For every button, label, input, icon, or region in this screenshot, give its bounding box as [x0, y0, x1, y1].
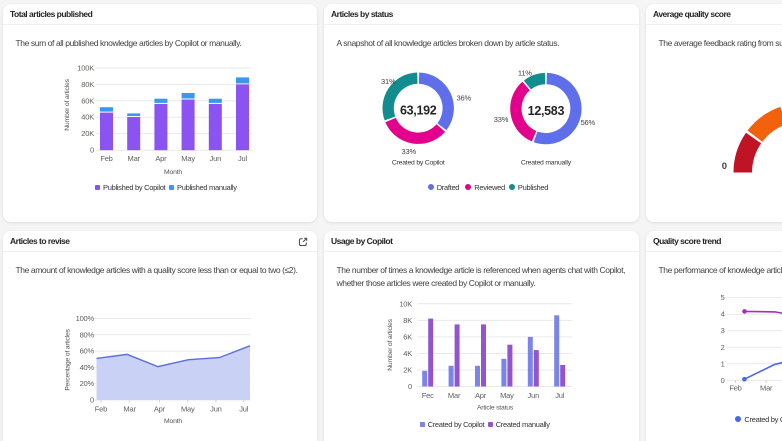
svg-text:Feb: Feb — [729, 384, 741, 393]
svg-text:33%: 33% — [494, 115, 509, 124]
svg-text:80K: 80K — [81, 80, 94, 89]
svg-text:20%: 20% — [80, 379, 95, 388]
svg-text:May: May — [500, 391, 514, 400]
svg-text:Number of articles: Number of articles — [64, 78, 71, 130]
svg-text:May: May — [181, 405, 195, 414]
svg-text:Month: Month — [164, 169, 182, 176]
svg-text:Article status: Article status — [477, 405, 514, 412]
svg-text:8K: 8K — [403, 316, 412, 325]
svg-text:4K: 4K — [403, 349, 412, 358]
svg-text:36%: 36% — [457, 94, 472, 103]
svg-text:33%: 33% — [402, 147, 417, 156]
svg-text:May: May — [181, 154, 195, 163]
svg-text:12,583: 12,583 — [528, 104, 565, 118]
svg-text:Apr: Apr — [155, 154, 167, 163]
svg-text:20K: 20K — [81, 129, 94, 138]
svg-text:100K: 100K — [77, 64, 94, 73]
svg-text:Jun: Jun — [210, 405, 222, 414]
svg-text:40%: 40% — [80, 363, 95, 372]
svg-text:Created by Copilot: Created by Copilot — [392, 160, 445, 167]
svg-text:2K: 2K — [403, 366, 412, 375]
svg-text:1: 1 — [721, 359, 725, 368]
svg-text:80%: 80% — [80, 330, 95, 339]
svg-text:6K: 6K — [403, 332, 412, 341]
svg-text:2: 2 — [721, 343, 725, 352]
svg-text:Mar: Mar — [123, 405, 136, 414]
svg-text:Mar: Mar — [448, 391, 461, 400]
svg-text:63,192: 63,192 — [400, 104, 437, 118]
svg-text:0: 0 — [90, 146, 94, 155]
svg-text:Percentage of articles: Percentage of articles — [65, 329, 72, 391]
svg-text:Jul: Jul — [239, 405, 249, 414]
svg-text:40K: 40K — [81, 113, 94, 122]
svg-text:Jul: Jul — [555, 391, 565, 400]
svg-text:60K: 60K — [81, 96, 94, 105]
svg-text:Apr: Apr — [475, 391, 487, 400]
svg-text:11%: 11% — [518, 68, 532, 77]
svg-text:Jul: Jul — [238, 154, 248, 163]
svg-text:Month: Month — [164, 418, 182, 425]
svg-text:Jun: Jun — [210, 154, 222, 163]
svg-text:Mar: Mar — [128, 154, 141, 163]
svg-text:100%: 100% — [76, 314, 95, 323]
svg-text:0: 0 — [408, 382, 412, 391]
svg-text:0: 0 — [90, 396, 94, 405]
svg-text:Mar: Mar — [760, 384, 773, 393]
svg-text:5: 5 — [721, 293, 725, 302]
svg-text:31%: 31% — [381, 77, 396, 86]
svg-text:4: 4 — [721, 310, 725, 319]
svg-text:Feb: Feb — [100, 154, 112, 163]
svg-text:Fec: Fec — [422, 391, 434, 400]
svg-text:60%: 60% — [80, 347, 95, 356]
svg-text:0: 0 — [721, 376, 725, 385]
svg-text:3: 3 — [721, 326, 725, 335]
svg-text:10K: 10K — [399, 299, 412, 308]
svg-text:Created manually: Created manually — [521, 160, 572, 167]
svg-text:Jun: Jun — [528, 391, 540, 400]
svg-text:Apr: Apr — [154, 405, 166, 414]
svg-text:Number of articles: Number of articles — [387, 318, 394, 370]
svg-text:0: 0 — [722, 161, 727, 172]
svg-text:Feb: Feb — [95, 405, 107, 414]
svg-text:56%: 56% — [581, 118, 596, 127]
